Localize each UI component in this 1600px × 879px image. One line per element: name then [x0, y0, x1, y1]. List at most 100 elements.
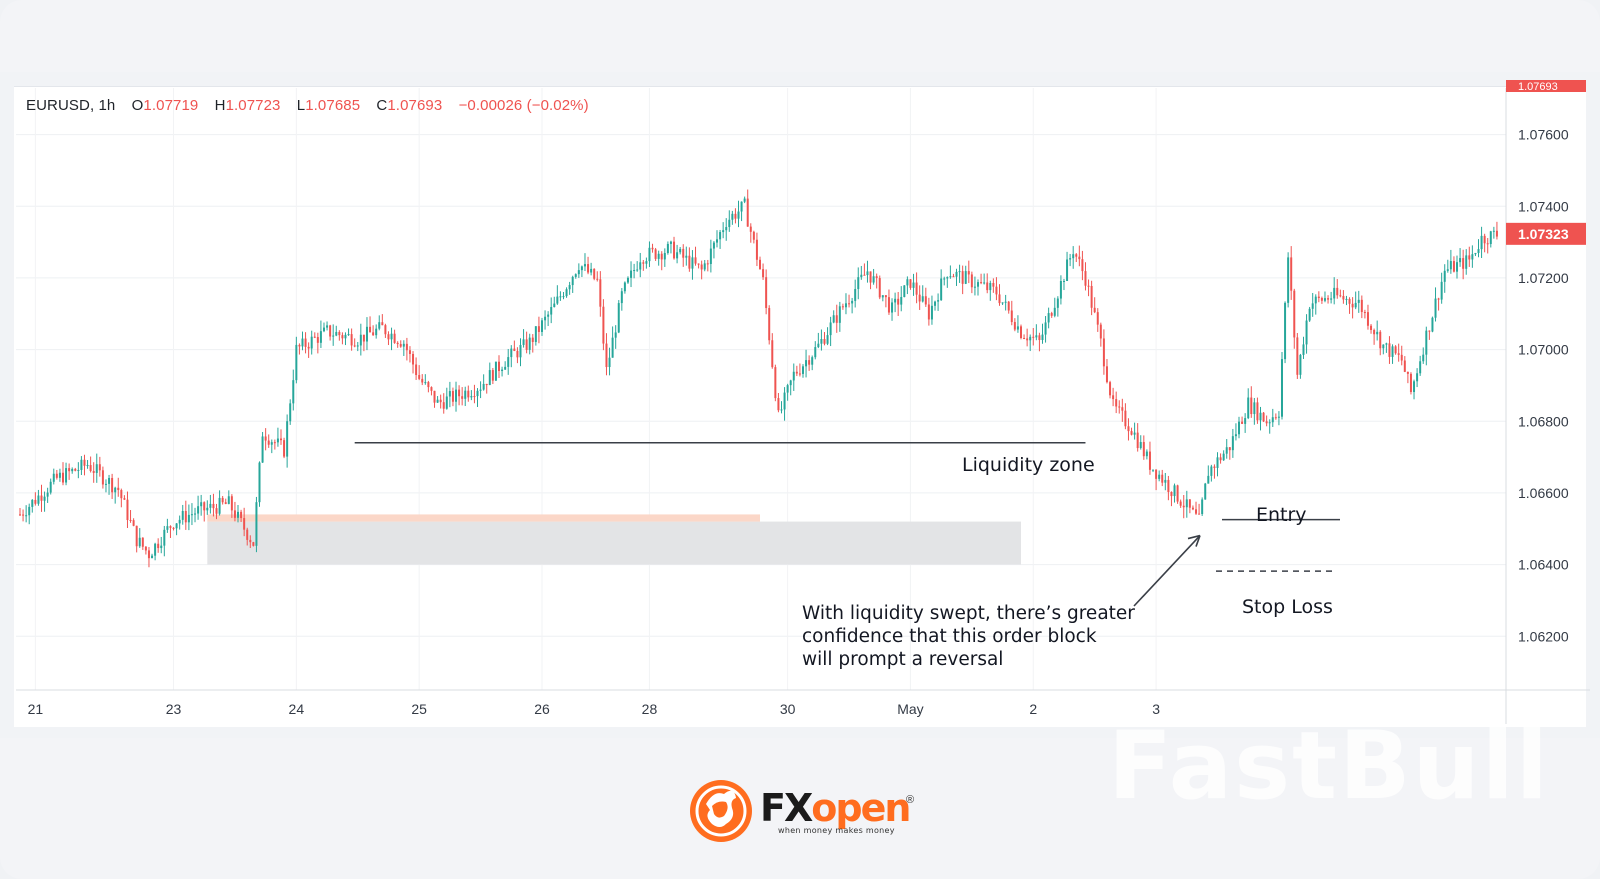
candle-body [891, 302, 894, 313]
candle [1210, 464, 1213, 482]
candle-body [1449, 261, 1452, 270]
candle [1495, 221, 1498, 240]
candle [863, 263, 866, 276]
candle-body [639, 262, 642, 270]
candle [577, 263, 580, 278]
candle [1385, 342, 1388, 353]
candle [384, 323, 387, 338]
candle [1216, 452, 1219, 477]
candle-body [755, 239, 758, 260]
candle [22, 509, 25, 522]
candle [1330, 291, 1333, 304]
candle-body [40, 495, 43, 501]
candle-body [553, 303, 556, 308]
candle-body [365, 326, 368, 342]
candle-body [1489, 231, 1492, 245]
candle [1379, 330, 1382, 356]
candle [362, 334, 365, 352]
candle [1056, 296, 1059, 317]
candle-body [547, 314, 550, 317]
candle-body [1026, 338, 1029, 341]
candle-body [86, 465, 89, 467]
candle-body [937, 300, 940, 302]
candle [961, 265, 964, 295]
axes: 1.07600 1.07400 1.07200 1.07000 1.06800 1.066… [16, 80, 1590, 724]
candle-body [1357, 299, 1360, 303]
candle [930, 295, 933, 325]
candle-body [768, 308, 771, 341]
legend-low-value: 1.07685 [305, 97, 361, 114]
candle [68, 463, 71, 480]
candle [488, 362, 491, 386]
candle [1317, 291, 1320, 303]
candle [1087, 279, 1090, 297]
candle [390, 327, 393, 351]
candle [1259, 406, 1262, 431]
candle-body [65, 468, 68, 483]
candle-body [1308, 308, 1311, 321]
candle-body [1434, 298, 1437, 318]
candle [722, 222, 725, 239]
candle-body [565, 289, 568, 297]
candle-body [1234, 434, 1237, 437]
candle [872, 268, 875, 285]
candle [1167, 475, 1170, 501]
candle-body [752, 231, 755, 240]
candle-body [338, 331, 341, 336]
candle [313, 332, 316, 339]
candle-body [1032, 336, 1035, 338]
candle [1050, 311, 1053, 318]
candle-body [1342, 296, 1345, 300]
candle [1431, 316, 1434, 333]
candle [233, 501, 236, 522]
candle-body [697, 263, 700, 265]
candle [25, 505, 28, 523]
legend-low-label: L [296, 97, 306, 114]
candle [40, 484, 43, 512]
candle-body [197, 506, 200, 514]
candle [175, 523, 178, 536]
chart-panel [14, 86, 1586, 727]
candle [1363, 309, 1366, 319]
candle-body [89, 465, 92, 472]
candle-body [1492, 230, 1495, 232]
candle [1459, 248, 1462, 267]
candle-body [986, 282, 989, 291]
candle-body [1001, 302, 1004, 304]
candle [1416, 368, 1419, 388]
candle-body [1023, 337, 1026, 339]
candle [958, 264, 961, 283]
candle-body [519, 344, 522, 358]
candle-body [1394, 346, 1397, 354]
candle-body [645, 261, 648, 264]
candle-body [980, 282, 983, 284]
candle [587, 256, 590, 275]
time-tick-label: 24 [289, 701, 305, 717]
candle [141, 537, 144, 550]
candle-body [860, 274, 863, 278]
candle-body [1416, 373, 1419, 382]
candle [181, 504, 184, 525]
candle [190, 503, 193, 526]
candle-body [1059, 281, 1062, 299]
candle [712, 241, 715, 259]
candle-body [92, 471, 95, 473]
candle-body [494, 361, 497, 381]
candle-body [516, 350, 519, 358]
candle [135, 525, 138, 553]
candle-body [1167, 479, 1170, 493]
candle-body [329, 325, 332, 337]
candle [768, 305, 771, 345]
candle [1345, 295, 1348, 306]
candle [875, 273, 878, 289]
candle-body [249, 539, 252, 543]
candle [1004, 294, 1007, 311]
candle [365, 317, 368, 351]
candle [709, 239, 712, 273]
candle [117, 477, 120, 497]
candle-body [620, 291, 623, 304]
candle [1170, 491, 1173, 507]
candle [200, 494, 203, 516]
candle-body [1391, 346, 1394, 357]
